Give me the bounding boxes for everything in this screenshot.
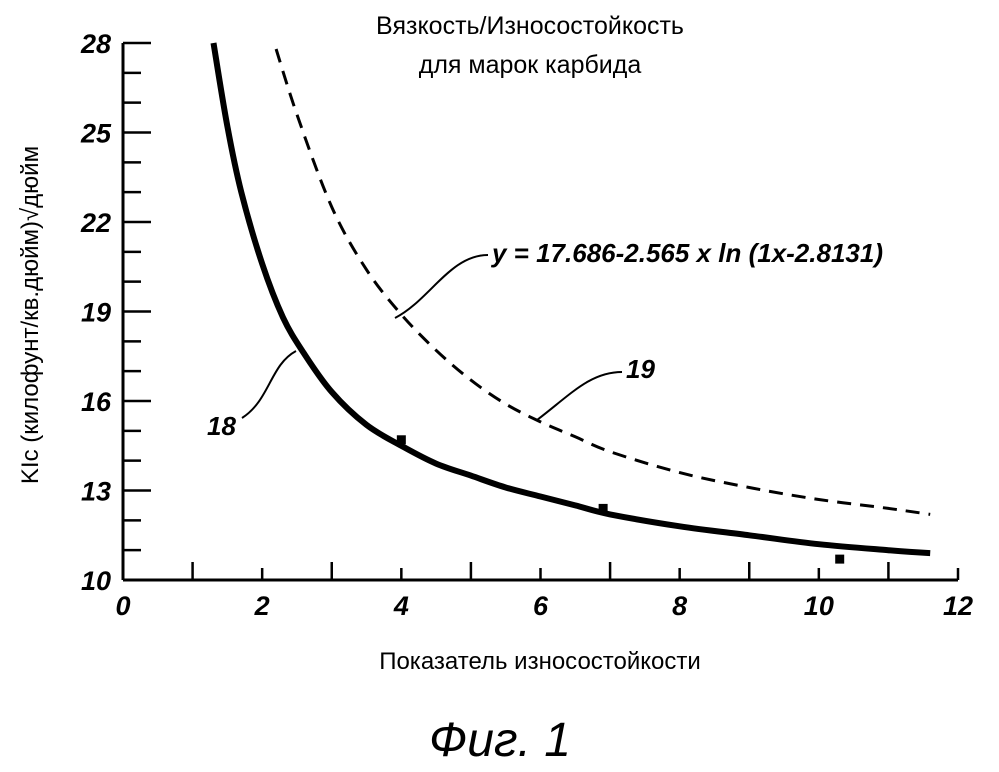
y-tick-labels: 10 13 16 19 22 25 28: [80, 29, 112, 596]
chart-title-line1: Вязкость/Износостойкость: [376, 12, 684, 40]
x-tick-labels: 0 2 4 6 8 10 12: [115, 591, 973, 621]
x-axis-label: Показатель износостойкости: [379, 648, 701, 675]
series-layer: [214, 43, 931, 553]
figure-caption: Фиг. 1: [429, 714, 571, 767]
y-tick-label: 16: [81, 387, 112, 417]
y-tick-label: 25: [80, 119, 112, 149]
x-tick-label: 2: [254, 591, 270, 621]
y-ticks: [123, 43, 151, 550]
data-marker: [835, 555, 844, 564]
x-tick-label: 12: [943, 591, 973, 621]
equation-label: y = 17.686-2.565 x ln (1x-2.8131): [490, 238, 883, 268]
leader-lines: [242, 255, 622, 420]
y-tick-label: 13: [81, 477, 111, 507]
leader-line-19: [537, 372, 622, 420]
series-19-curve: [276, 49, 930, 514]
x-tick-label: 6: [533, 591, 549, 621]
data-marker: [397, 435, 406, 444]
leader-line-equation: [395, 255, 488, 318]
series-19-label: 19: [626, 354, 655, 384]
y-tick-label: 19: [81, 298, 111, 328]
y-tick-label: 22: [80, 208, 111, 238]
data-marker: [599, 504, 608, 513]
x-tick-label: 8: [672, 591, 687, 621]
y-tick-label: 28: [80, 29, 111, 59]
y-tick-label: 10: [81, 566, 111, 596]
x-ticks: [193, 562, 958, 580]
x-tick-label: 10: [804, 591, 834, 621]
leader-line-18: [242, 351, 296, 418]
series-18-curve: [214, 43, 931, 553]
chart-title-line2: для марок карбида: [419, 51, 642, 79]
x-tick-label: 4: [393, 591, 409, 621]
y-axis-label: KIc (килофунт/кв.дюйм)√дюйм: [17, 146, 44, 484]
series-18-label: 18: [207, 411, 236, 441]
x-tick-label: 0: [115, 591, 130, 621]
